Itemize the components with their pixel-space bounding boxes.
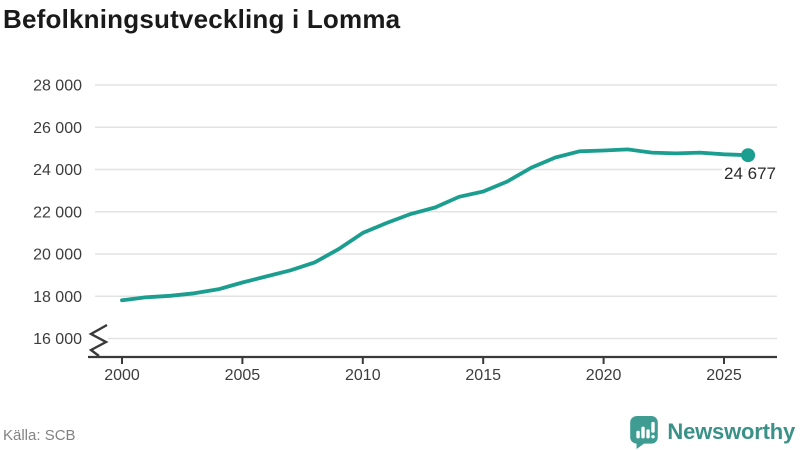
y-tick-label: 22 000 bbox=[33, 204, 82, 221]
x-tick-label: 2000 bbox=[104, 367, 140, 384]
x-tick-label: 2005 bbox=[225, 367, 261, 384]
y-tick-label: 18 000 bbox=[33, 289, 82, 306]
population-series-line bbox=[120, 147, 750, 303]
y-tick-label: 24 000 bbox=[33, 162, 82, 179]
x-tick-label: 2010 bbox=[345, 367, 381, 384]
population-line-chart: 28 000 26 000 24 000 22 000 20 000 18 000 16 0… bbox=[33, 78, 779, 385]
source-attribution: Källa: SCB bbox=[3, 427, 76, 444]
y-tick-label: 26 000 bbox=[33, 120, 82, 137]
x-tick-label: 2015 bbox=[465, 367, 501, 384]
y-tick-label: 28 000 bbox=[33, 78, 82, 95]
x-tick-label: 2025 bbox=[706, 367, 742, 384]
y-tick-label: 20 000 bbox=[33, 247, 82, 264]
newsworthy-bubble-chart-icon bbox=[630, 415, 659, 449]
y-tick-label: 16 000 bbox=[33, 331, 82, 348]
x-tick-label: 2020 bbox=[586, 367, 622, 384]
latest-value-dot bbox=[741, 148, 756, 163]
newsworthy-logo: Newsworthy bbox=[629, 414, 795, 450]
chart-title: Befolkningsutveckling i Lomma bbox=[3, 4, 401, 34]
newsworthy-wordmark: Newsworthy bbox=[667, 419, 795, 444]
latest-value-label: 24 677 bbox=[724, 164, 776, 183]
axis-break-icon bbox=[88, 323, 109, 357]
